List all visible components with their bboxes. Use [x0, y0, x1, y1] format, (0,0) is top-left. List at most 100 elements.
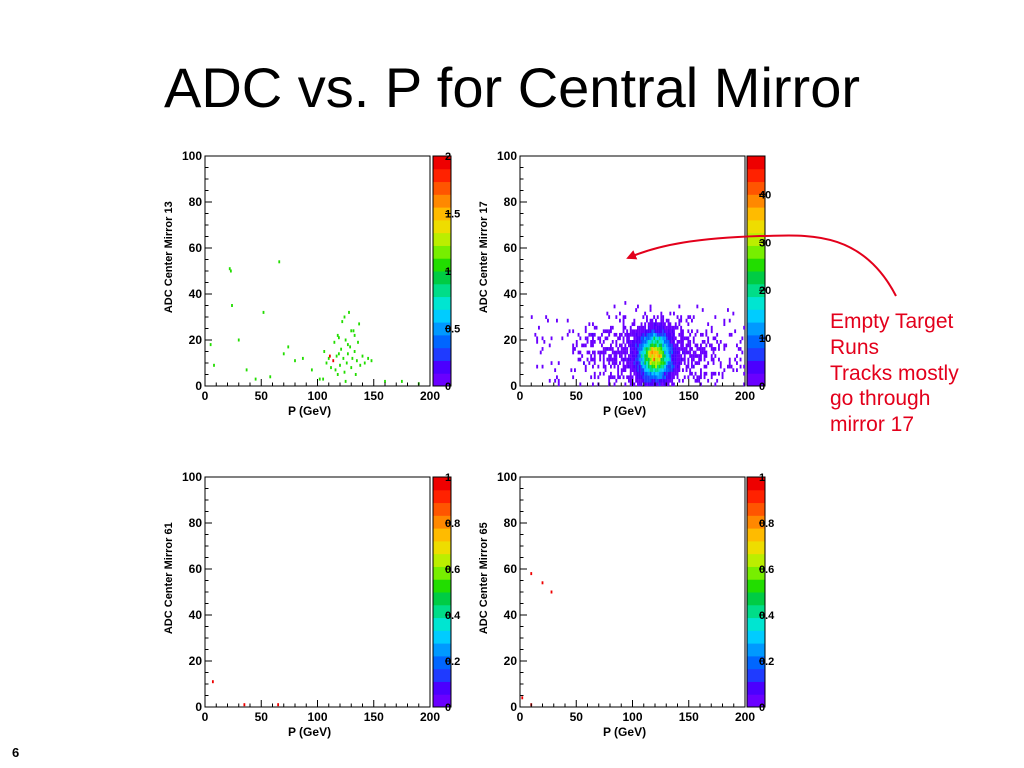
data-cell [665, 340, 668, 344]
data-cell [536, 336, 539, 341]
data-cell [237, 338, 240, 342]
data-cell [667, 336, 670, 341]
data-cell [644, 350, 647, 355]
data-cell [682, 329, 684, 334]
data-cell [658, 375, 661, 380]
data-cell [678, 361, 681, 365]
data-cell [619, 350, 621, 355]
data-cell [739, 347, 742, 351]
data-cell [662, 364, 665, 369]
data-cell [671, 368, 674, 373]
data-cell [682, 340, 684, 344]
data-cell [739, 340, 742, 344]
data-cell [658, 336, 661, 341]
data-cell [597, 364, 600, 369]
data-cell [624, 350, 627, 355]
data-cell [664, 371, 666, 376]
data-cell [343, 370, 346, 374]
data-cell [637, 364, 639, 369]
data-cell [646, 382, 648, 387]
data-cell [635, 378, 638, 383]
data-cell [646, 336, 648, 341]
data-cell [669, 343, 672, 348]
data-cell [732, 311, 735, 316]
data-cell [335, 354, 338, 358]
data-cell [689, 350, 692, 355]
data-cell [635, 368, 638, 373]
data-cell [590, 332, 593, 337]
data-cell [665, 336, 668, 341]
data-cell [642, 371, 645, 376]
data-cell [631, 329, 634, 334]
data-cell [691, 371, 693, 376]
data-cell [656, 378, 659, 383]
data-cell [728, 357, 731, 362]
data-cell [656, 350, 659, 355]
data-cell [613, 382, 616, 387]
data-cell [572, 347, 575, 351]
data-cell [640, 357, 643, 362]
data-cell [590, 357, 593, 362]
data-cell [575, 340, 578, 344]
data-cell [602, 354, 605, 358]
data-cell [584, 325, 587, 330]
data-cell [647, 336, 650, 341]
data-cell [694, 343, 697, 348]
data-cell [651, 350, 654, 355]
data-cell [698, 378, 701, 383]
data-cell [651, 382, 654, 387]
data-cell [691, 364, 693, 369]
data-cell [649, 318, 652, 323]
data-cell [680, 325, 683, 330]
data-cell [541, 336, 544, 341]
data-cell [716, 340, 719, 344]
data-cell [676, 340, 679, 344]
data-cell [669, 357, 672, 362]
data-cell [674, 343, 677, 348]
data-cell [547, 318, 549, 323]
data-cell [588, 361, 591, 365]
data-cell [703, 357, 706, 362]
data-cell [592, 343, 594, 348]
data-cell [597, 336, 600, 341]
data-cell [719, 364, 722, 369]
data-cell [556, 318, 558, 323]
data-cell [667, 325, 670, 330]
data-cell [678, 350, 681, 355]
data-cell [637, 368, 639, 373]
data-cell [703, 340, 706, 344]
data-cell [642, 350, 645, 355]
data-cell [622, 336, 625, 341]
color-scale-tick-label: 1 [445, 266, 451, 278]
data-cell [617, 364, 620, 369]
x-tick-label: 0 [517, 710, 524, 724]
data-cell [710, 371, 713, 376]
data-cell [322, 377, 325, 381]
data-cell [637, 361, 639, 365]
data-cell [638, 382, 641, 387]
data-cell [671, 382, 674, 387]
data-cell [584, 368, 587, 373]
data-cell [674, 336, 677, 341]
data-cell [696, 375, 699, 380]
data-cell [646, 361, 648, 365]
data-cell [624, 364, 627, 369]
data-cell [629, 347, 632, 351]
data-cell [701, 340, 704, 344]
data-cell [644, 336, 647, 341]
data-cell [673, 357, 675, 362]
data-cell [590, 375, 593, 380]
data-cell [673, 325, 675, 330]
data-cell [667, 329, 670, 334]
data-cell [619, 332, 621, 337]
data-cell [653, 368, 656, 373]
y-tick-label: 40 [189, 608, 203, 622]
data-cell [624, 368, 627, 373]
data-cell [595, 325, 598, 330]
data-cell [721, 375, 724, 380]
data-cell [633, 332, 636, 337]
y-tick-label: 100 [182, 149, 202, 163]
data-cell [716, 332, 719, 337]
y-tick-label: 0 [195, 700, 202, 714]
data-cell [644, 368, 647, 373]
